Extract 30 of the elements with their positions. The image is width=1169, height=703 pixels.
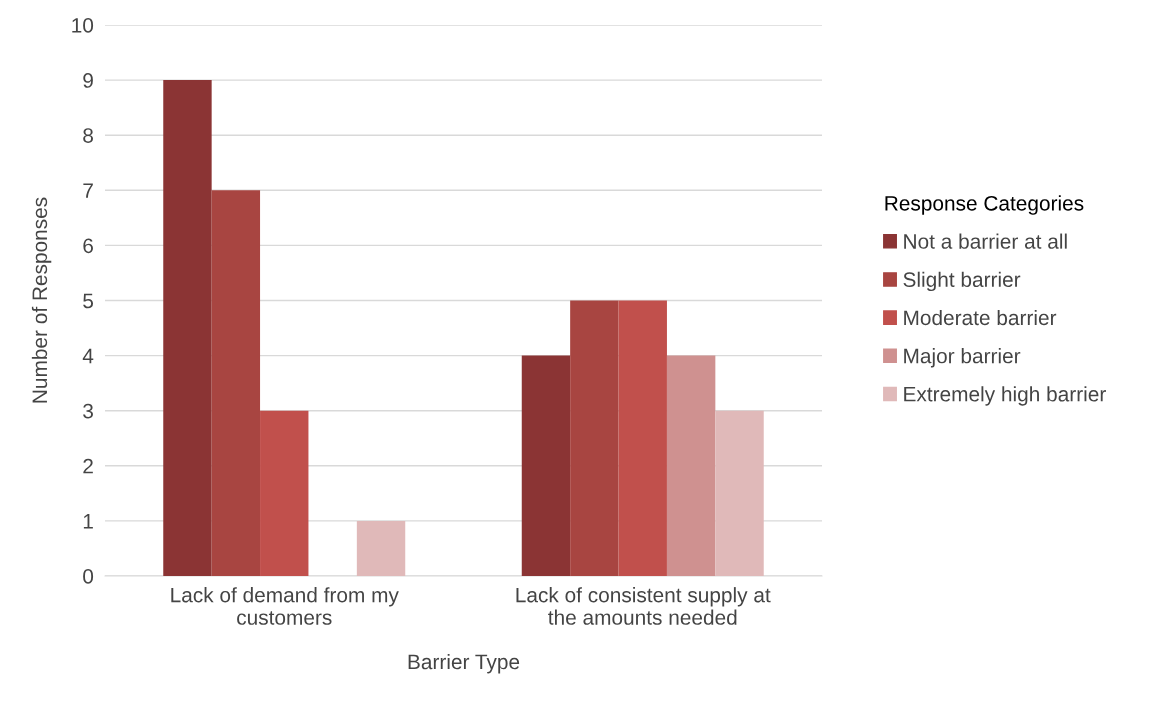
legend-label: Extremely high barrier xyxy=(904,386,1106,406)
y-tick-label: 4 xyxy=(82,348,94,364)
y-tick-label: 1 xyxy=(83,514,93,529)
bar xyxy=(260,410,309,576)
y-tick-label: 5 xyxy=(83,293,94,309)
legend-label: Moderate barrier xyxy=(904,309,1057,326)
y-tick-label: 8 xyxy=(83,128,93,143)
bar xyxy=(570,300,619,576)
x-axis-title: Barrier Type xyxy=(408,653,520,674)
legend-label: Slight barrier xyxy=(903,271,1021,292)
y-tick-label: 7 xyxy=(83,183,93,198)
bar xyxy=(356,520,406,576)
bar xyxy=(521,355,571,576)
bar xyxy=(163,80,212,576)
y-tick-label: 0 xyxy=(83,569,94,584)
x-tick-label: Lack of demand from my customers xyxy=(171,587,399,625)
bar xyxy=(618,300,667,576)
legend-label: Major barrier xyxy=(904,348,1021,368)
y-tick-label: 2 xyxy=(83,458,93,474)
x-tick-label: Lack of consistent supply at the amounts needed xyxy=(516,587,771,625)
bar xyxy=(715,410,764,576)
bar xyxy=(211,190,261,576)
legend-label: Not a barrier at all xyxy=(904,233,1067,249)
bar xyxy=(666,355,716,576)
y-tick-label: 10 xyxy=(72,18,94,33)
y-axis-title: Number of Responses xyxy=(31,197,52,403)
y-tick-label: 9 xyxy=(83,73,93,88)
y-tick-label: 6 xyxy=(83,238,93,254)
y-tick-label: 3 xyxy=(83,403,93,419)
legend-title: Response Categories xyxy=(885,195,1084,215)
